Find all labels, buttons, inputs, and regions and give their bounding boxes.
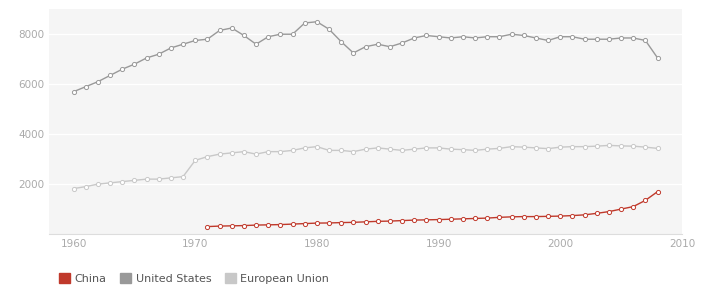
Legend: China, United States, European Union: China, United States, European Union <box>55 269 333 288</box>
